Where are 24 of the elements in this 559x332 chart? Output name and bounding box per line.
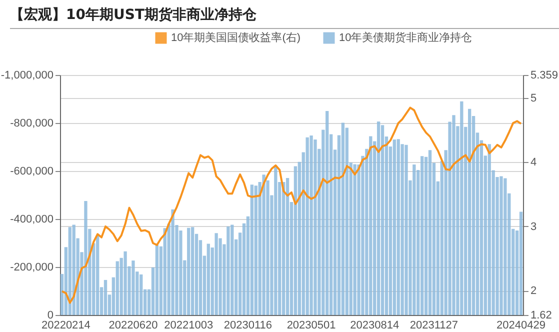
chart-title: 【宏观】10年期UST期货非商业净持仓	[10, 6, 559, 29]
x-tick-label: 20231127	[410, 320, 458, 332]
y-tick-label: -800,000	[10, 118, 54, 130]
x-tick-label: 20240429	[496, 320, 546, 332]
y2-tick-label: 2	[530, 285, 537, 298]
y-tick-label: -1,000,000	[0, 70, 54, 82]
x-tick-label: 20220214	[41, 320, 90, 332]
y2-tick-label: 3	[530, 220, 537, 233]
legend-label: 10年期美国国债收益率(右)	[171, 31, 301, 44]
x-tick-label: 20230814	[350, 320, 400, 332]
y-tick-label: 0	[47, 310, 54, 322]
x-tick-label: 20220620	[108, 320, 158, 332]
line-series	[60, 106, 522, 304]
y-tick-label: -200,000	[10, 262, 54, 274]
x-tick-label: 20221003	[164, 320, 214, 332]
y2-tick-label: 5.359	[530, 70, 558, 82]
legend-label: 10年美债期货非商业净持仓	[339, 31, 472, 44]
y-tick-label: -400,000	[10, 214, 54, 226]
y-tick-label: -600,000	[10, 166, 54, 178]
x-tick-label: 20230501	[286, 320, 336, 332]
y2-tick-label: 1.62	[530, 310, 552, 322]
x-tick-label: 20230116	[224, 320, 272, 332]
y2-tick-label: 5	[530, 92, 537, 105]
y2-tick-label: 4	[530, 156, 537, 169]
